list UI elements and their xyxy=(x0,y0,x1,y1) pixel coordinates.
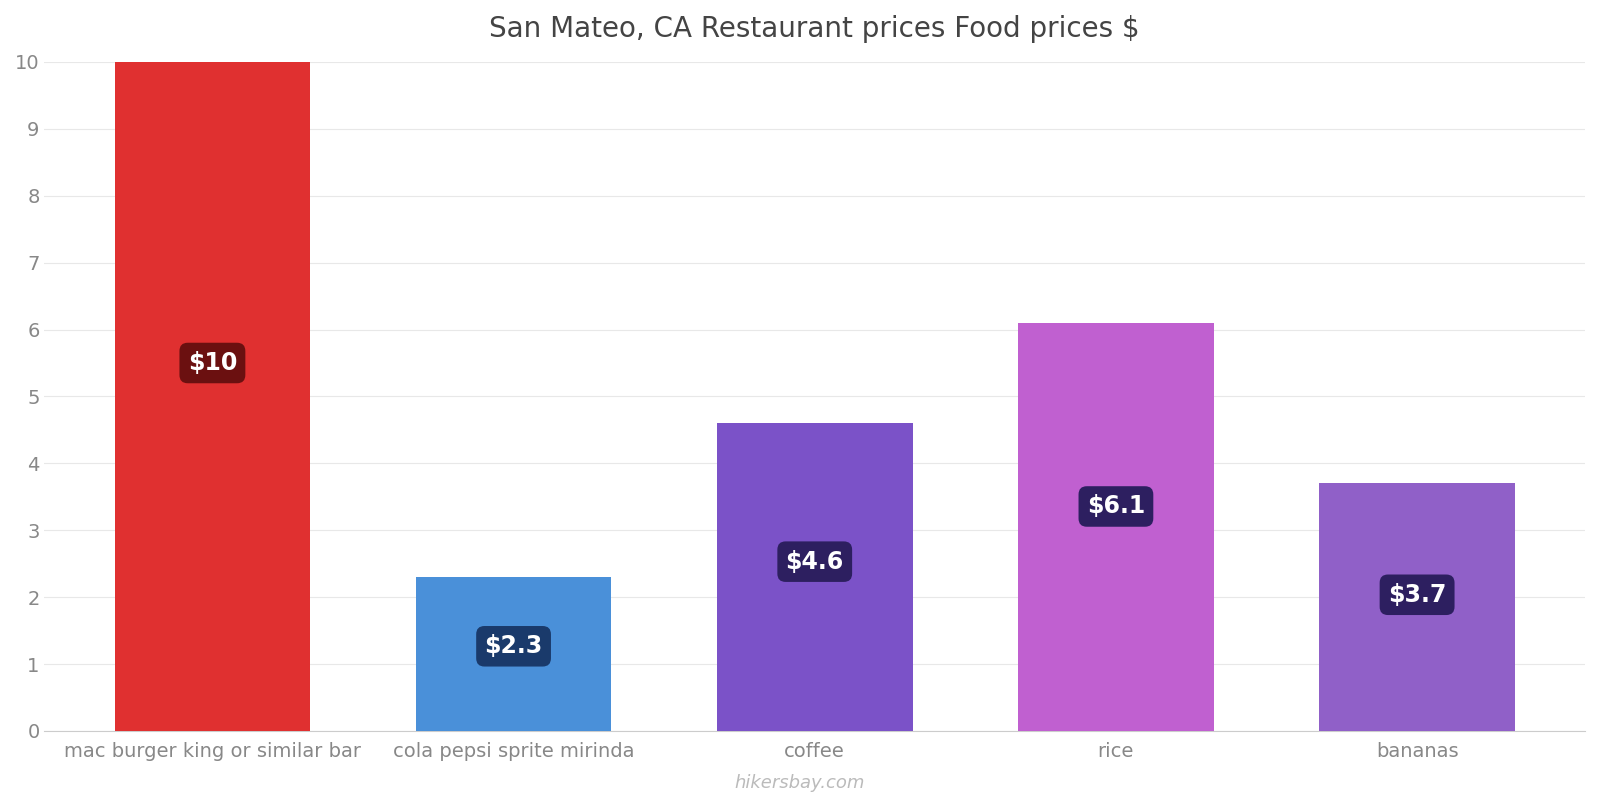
Bar xyxy=(717,423,912,731)
Text: $3.7: $3.7 xyxy=(1387,582,1446,606)
Bar xyxy=(416,577,611,731)
Bar xyxy=(1320,483,1515,731)
Text: $2.3: $2.3 xyxy=(485,634,542,658)
Text: $4.6: $4.6 xyxy=(786,550,843,574)
Title: San Mateo, CA Restaurant prices Food prices $: San Mateo, CA Restaurant prices Food pri… xyxy=(490,15,1139,43)
Text: $6.1: $6.1 xyxy=(1086,494,1146,518)
Bar xyxy=(1018,323,1214,731)
Bar xyxy=(115,62,310,731)
Text: $10: $10 xyxy=(187,351,237,375)
Text: hikersbay.com: hikersbay.com xyxy=(734,774,866,792)
